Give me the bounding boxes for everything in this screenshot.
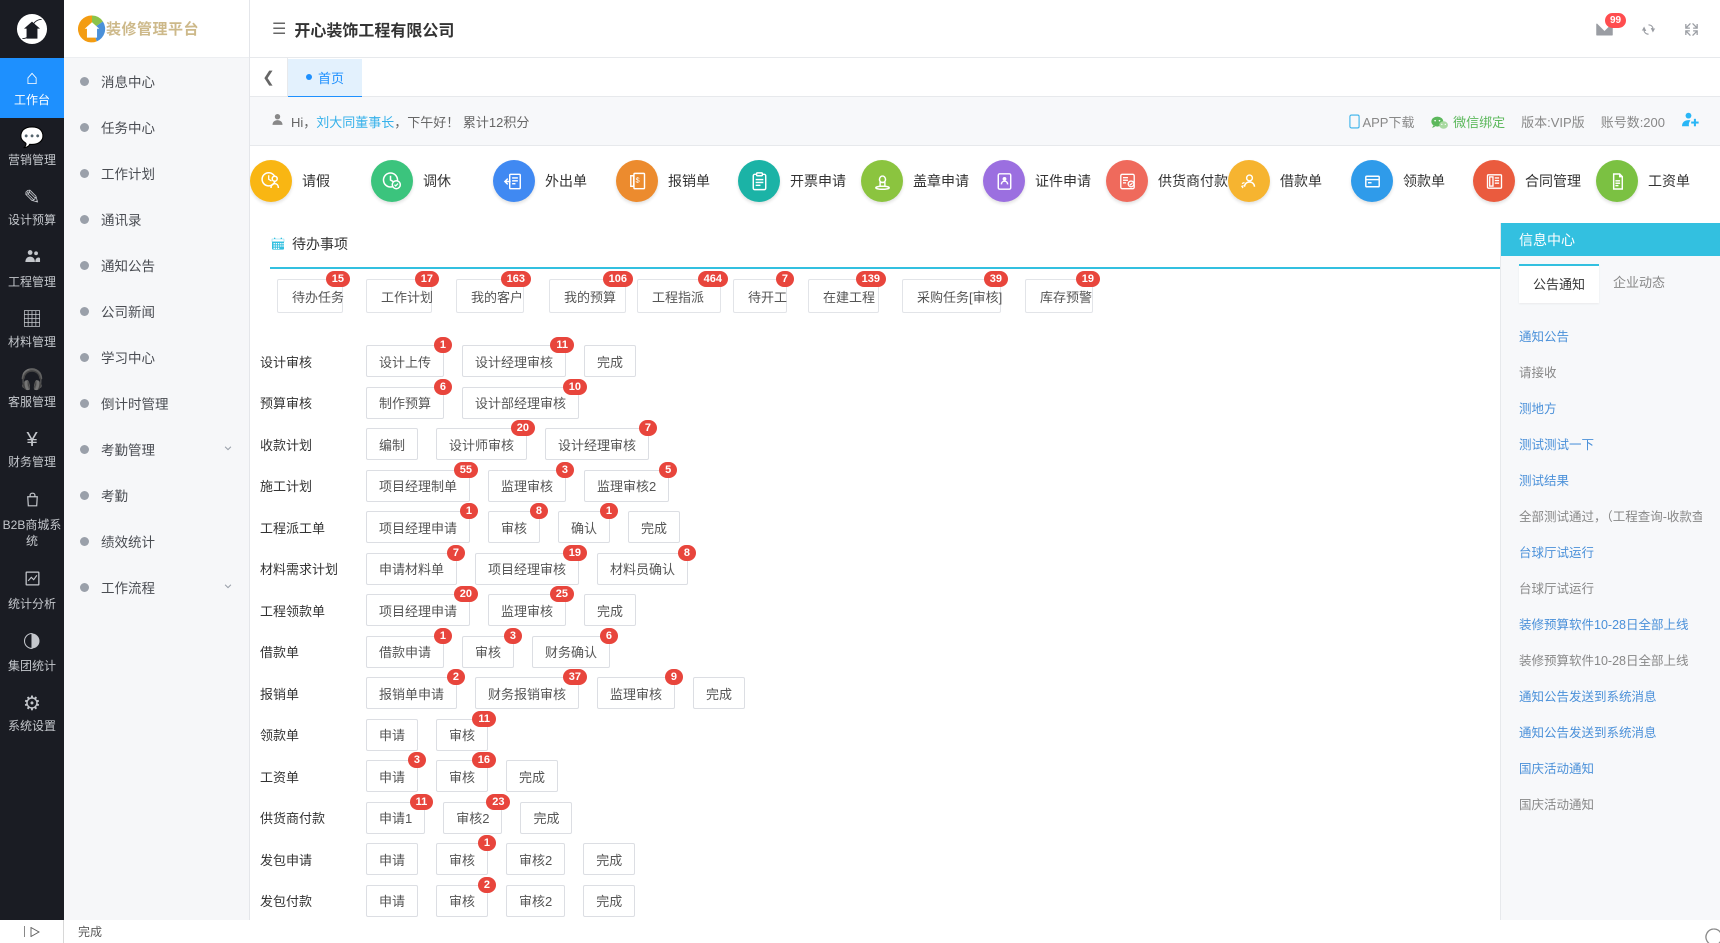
svg-text:$: $ — [635, 176, 639, 184]
